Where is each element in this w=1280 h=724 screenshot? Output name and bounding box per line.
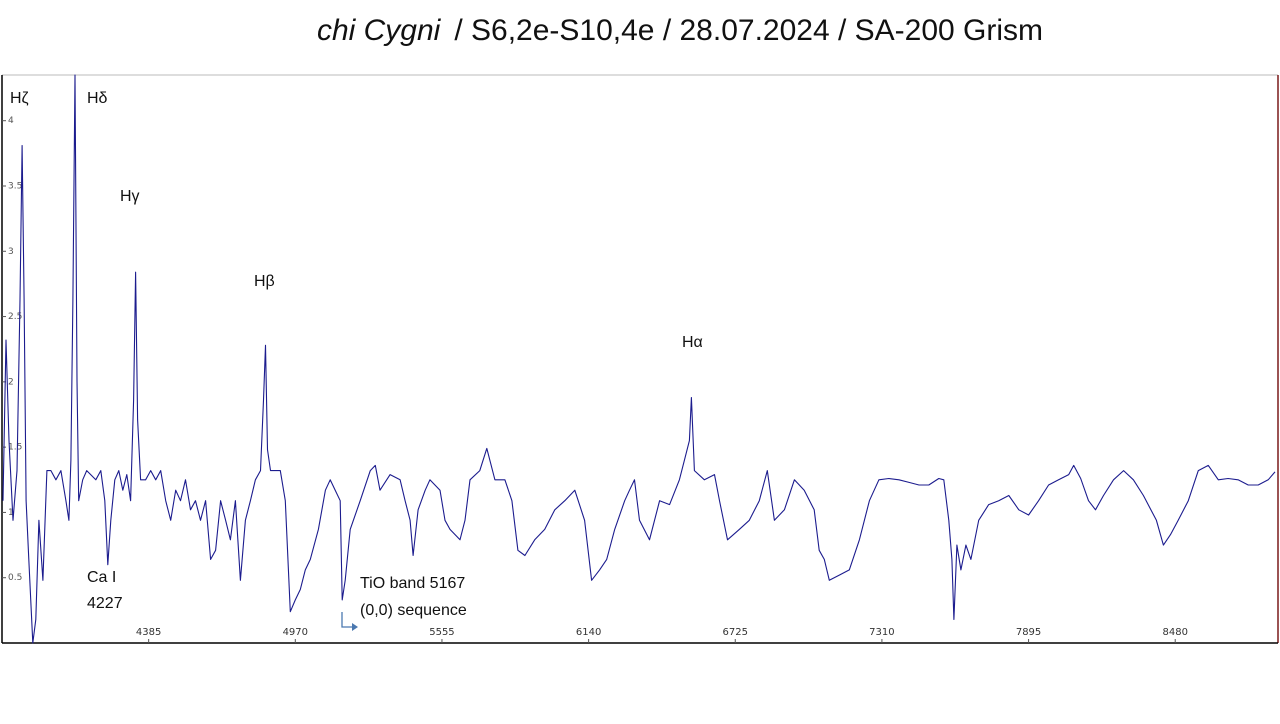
annotation: 4227 [87,595,123,612]
x-tick-label: 4385 [136,627,161,638]
annotation: Ca I [87,569,116,586]
chart-title: chi Cygni / S6,2e-S10,4e / 28.07.2024 / S… [317,14,1043,47]
y-tick-label: 3 [8,247,14,257]
y-tick-label: 0.5 [8,573,22,583]
annotation: Hβ [254,273,275,290]
x-tick-label: 5555 [429,627,454,638]
annotation: (0,0) sequence [360,602,467,619]
annotation: Hδ [87,90,108,107]
annotation: TiO band 5167 [360,575,465,592]
tio-arrow [341,612,355,628]
title-text: / S6,2e-S10,4e / 28.07.2024 / SA-200 Gri… [454,14,1043,47]
y-tick-label: 4 [8,116,14,126]
tio-arrowhead [352,623,358,631]
annotation: Hα [682,334,703,351]
annotation: Hγ [120,188,140,205]
title-object: chi Cygni [317,14,442,47]
spectrum-line [2,74,1276,644]
y-tick-label: 2.5 [8,312,22,322]
x-tick-label: 8480 [1162,627,1187,638]
x-tick-label: 6725 [723,627,748,638]
annotation: Hζ [10,90,29,107]
y-tick-label: 1.5 [8,443,22,453]
x-tick-label: 7895 [1016,627,1041,638]
y-tick-label: 3.5 [8,181,22,191]
y-tick-label: 1 [8,508,14,518]
x-tick-label: 7310 [869,627,894,638]
x-tick-label: 6140 [576,627,601,638]
y-tick-label: 2 [8,377,14,387]
x-tick-label: 4970 [283,627,308,638]
